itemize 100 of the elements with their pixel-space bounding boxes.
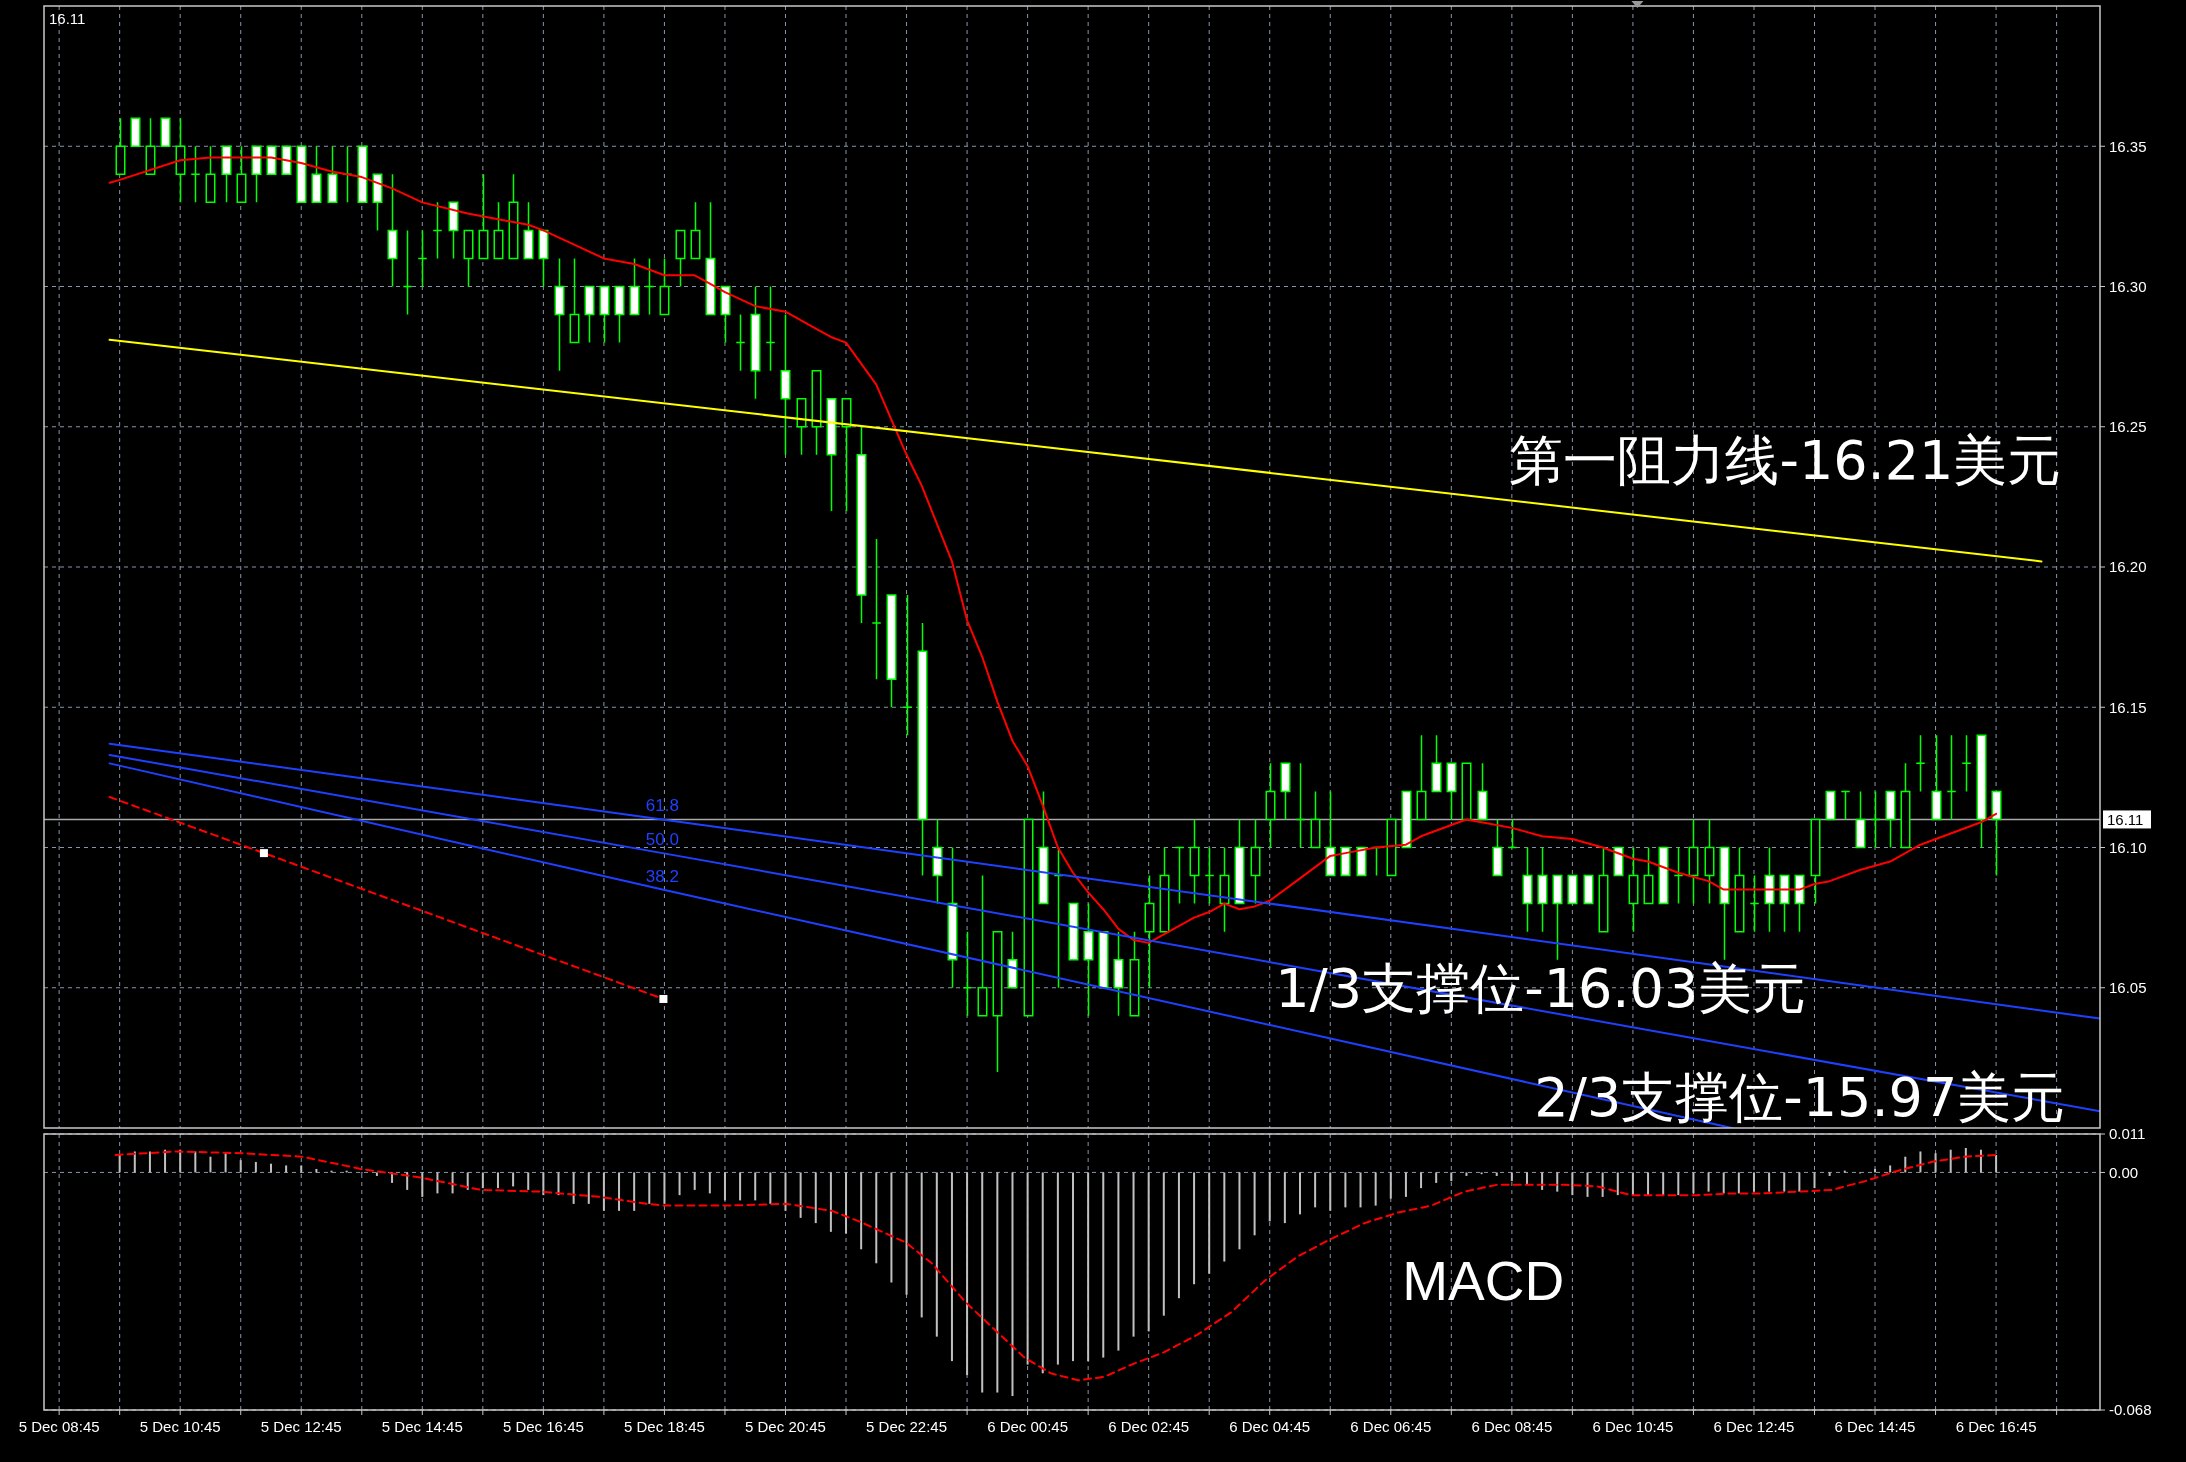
bar (1889, 1165, 1892, 1173)
bar (981, 1172, 984, 1393)
bar (527, 1172, 530, 1190)
bar (1435, 1172, 1438, 1183)
bar (996, 1172, 999, 1393)
candlestick (977, 874, 988, 1017)
candlestick (1416, 734, 1427, 821)
bar (1752, 1172, 1755, 1192)
candlestick (902, 594, 913, 737)
candlestick (493, 201, 504, 260)
text: MACD (1402, 1249, 1565, 1312)
series-label: 38.2 (645, 866, 679, 886)
bar (1662, 1172, 1665, 1196)
candlestick (962, 930, 973, 1017)
bar (693, 1172, 696, 1190)
bar (1162, 1172, 1165, 1316)
bar (1011, 1172, 1014, 1397)
bar (194, 1151, 197, 1173)
y-tick-label: 0.011 (2109, 1125, 2146, 1143)
bar (890, 1172, 893, 1283)
x-tick-label: 6 Dec 14:45 (1834, 1418, 1916, 1435)
candlestick (1931, 734, 1942, 821)
bar (512, 1172, 515, 1187)
candlestick (1870, 790, 1881, 849)
bar (618, 1172, 621, 1211)
bar (1193, 1172, 1196, 1285)
candlestick (780, 313, 791, 456)
y-tick-label: -0.068 (2109, 1401, 2152, 1419)
bar (1359, 1172, 1362, 1208)
candlestick (463, 229, 474, 288)
candlestick (417, 229, 428, 288)
candlestick (1174, 846, 1185, 905)
bar (224, 1153, 227, 1173)
bar (1510, 1172, 1513, 1182)
x-tick-label: 6 Dec 16:45 (1955, 1418, 2037, 1435)
candlestick (826, 397, 837, 512)
candlestick (130, 117, 141, 147)
ref-line-label: 16.11 (2107, 810, 2144, 828)
candlestick (735, 313, 746, 372)
candlestick (1250, 818, 1261, 905)
y-tick-label: 16.10 (2109, 838, 2147, 856)
candlestick (599, 285, 610, 344)
bar (1995, 1154, 1998, 1173)
bar (239, 1160, 242, 1173)
bar (950, 1172, 953, 1362)
bar (829, 1172, 832, 1232)
x-tick-label: 5 Dec 14:45 (381, 1418, 463, 1435)
x-tick-label: 6 Dec 08:45 (1471, 1418, 1553, 1435)
bar (1495, 1172, 1498, 1176)
bar (481, 1172, 484, 1189)
candlestick (1976, 734, 1987, 849)
bar (920, 1172, 923, 1318)
bar (1177, 1172, 1180, 1299)
candlestick (1961, 734, 1972, 793)
bar (905, 1172, 908, 1295)
candlestick (1643, 846, 1654, 905)
bar (1389, 1172, 1392, 1199)
bar (1813, 1172, 1816, 1189)
candlestick (1885, 790, 1896, 849)
bar (1919, 1151, 1922, 1173)
bar (633, 1172, 636, 1211)
candlestick (1810, 818, 1821, 905)
candlestick (1537, 846, 1548, 933)
bar (1722, 1172, 1725, 1194)
candlestick (1265, 762, 1276, 849)
candlestick (1840, 790, 1851, 821)
candlestick (478, 173, 489, 260)
bar (1102, 1172, 1105, 1358)
bar (1056, 1172, 1059, 1365)
bar (769, 1172, 772, 1204)
bar (1934, 1153, 1937, 1173)
candlestick (584, 285, 595, 344)
candlestick (1189, 818, 1200, 905)
candlestick (554, 257, 565, 372)
candlestick (1915, 734, 1926, 793)
candlestick (1749, 874, 1760, 933)
bar (1768, 1172, 1771, 1192)
candlestick (886, 594, 897, 708)
x-tick-label: 6 Dec 12:45 (1713, 1418, 1795, 1435)
candlestick (629, 257, 640, 316)
candlestick (1628, 846, 1639, 933)
bar (1238, 1172, 1241, 1250)
candlestick (1113, 930, 1124, 1017)
candlestick (841, 397, 852, 512)
candlestick (1446, 762, 1457, 821)
candlestick (1492, 818, 1503, 877)
candlestick (1295, 762, 1306, 849)
bar (1132, 1172, 1135, 1337)
bar (1964, 1147, 1967, 1173)
bar (148, 1151, 151, 1173)
bar (678, 1172, 681, 1196)
bar (209, 1156, 212, 1173)
candlestick (236, 145, 247, 204)
bar (799, 1172, 802, 1218)
candlestick (871, 538, 882, 680)
candlestick (765, 285, 776, 372)
bar (1299, 1172, 1301, 1215)
bar (814, 1172, 817, 1224)
candlestick (644, 257, 655, 316)
bar (648, 1172, 651, 1204)
